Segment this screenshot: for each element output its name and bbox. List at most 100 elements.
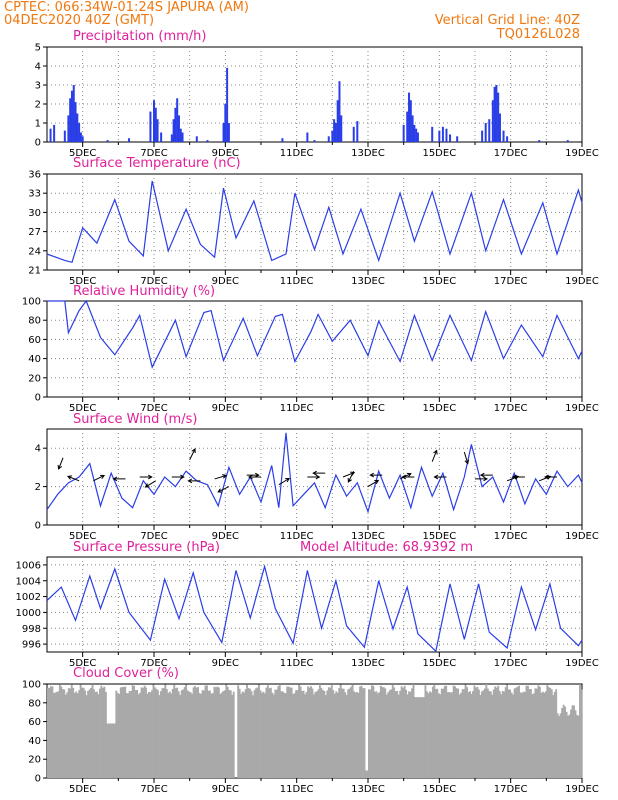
cloud-bar [313,694,315,778]
cloud-bar [571,705,574,778]
cloud-bar [290,687,293,778]
y-tick-label: 0 [35,393,41,404]
cloud-bar [338,687,341,778]
x-tick-label: 15DEC [422,658,456,669]
cloud-bar [289,687,292,778]
wind-arrow-icon [312,470,326,476]
precip-bar [226,67,229,142]
cloud-bar [182,689,185,778]
cloud-bar [127,693,130,778]
wind-arrow-icon [247,474,261,480]
cloud-bar [405,689,408,778]
cloud-bar [318,684,321,778]
cloud-bar [324,695,327,778]
cloud-bar [137,694,140,778]
precip-bar [79,132,82,142]
cloud-bar [119,687,122,778]
wind-arrow-icon [367,479,380,488]
cloud-bar [81,687,84,778]
cloud-bar [159,691,162,778]
cloud-bar [302,690,305,778]
precip-bar [566,140,569,142]
cloud-bar [466,687,468,778]
cloud-bar [200,693,202,778]
precip-bar [153,100,155,142]
cloud-bar [422,697,425,778]
x-tick-label: 9DEC [212,531,239,542]
cloud-bar [449,692,452,778]
cloud-bar [154,687,156,778]
cloud-bar [151,690,153,778]
cloud-bar [278,685,281,778]
cloud-bar [63,689,66,778]
cloud-bar [97,694,100,778]
cloud-bar [192,687,195,778]
precip-bar [331,130,334,142]
cloud-bar [52,693,55,778]
cloud-bar [421,697,424,778]
x-tick-label: 9DEC [212,784,239,795]
cloud-bar [472,691,474,778]
cloud-bar [480,691,483,778]
y-tick-label: 0 [35,521,41,532]
cloud-bar [379,685,382,778]
cloud-bar [524,691,526,778]
cloud-bar [262,691,265,778]
cloud-bar [479,694,482,778]
cloud-bar [535,688,538,778]
cloud-bar [155,688,158,778]
cloud-bar [183,687,186,778]
y-tick-label: 4 [35,62,41,73]
cloud-bar [492,689,495,778]
y-tick-label: 33 [28,189,41,200]
cloud-bar [528,689,531,778]
cloud-bar [515,687,518,778]
x-tick-label: 15DEC [422,531,456,542]
cloud-bar [391,684,394,778]
cloud-bar [497,685,500,778]
precip-bar [69,98,72,142]
precip-bar [179,128,182,142]
precip-bar [53,124,56,142]
precip-bar [413,124,416,142]
y-tick-label: 27 [28,227,41,238]
cloud-bar [454,686,457,778]
cloud-bar [345,694,348,778]
y-tick-label: 60 [28,717,41,728]
cloud-bar [439,694,442,778]
x-tick-label: 13DEC [351,784,385,795]
cloud-bar [461,689,464,778]
cloud-bar [329,687,332,778]
cloud-bar [368,689,370,778]
cloud-bar [513,688,516,778]
cloud-bar [400,686,403,778]
cloud-bar [259,690,262,778]
wind-arrow-icon [144,480,157,488]
wind-arrow-icon [399,472,412,480]
x-tick-label: 19DEC [565,148,599,159]
cloud-bar [94,691,97,778]
cloud-bar [104,691,107,778]
cloud-bar [113,723,116,778]
x-tick-label: 19DEC [565,658,599,669]
cloud-panel: 0 20 40 60 80 100 5DEC 7DEC 9DEC 11DEC 13DEC 15DEC 1… [22,680,599,796]
cloud-bar [311,688,314,778]
wind-arrow-icon [479,472,493,478]
precip-bar [206,140,209,142]
precip-bar [181,132,184,142]
cloud-bar [164,684,167,778]
cloud-bar [173,684,176,778]
cloud-bar [360,685,363,778]
cloud-bar [482,690,485,778]
cloud-bar [442,688,445,778]
cloud-bar [265,687,268,778]
cloud-bar [158,695,161,778]
cloud-bar [253,690,256,778]
cloud-bar [577,715,580,778]
cloud-bar [568,714,571,778]
cloud-bar [436,688,439,778]
cloud-bar [476,686,479,778]
cloud-bar [467,692,470,778]
cloud-bar [90,687,92,778]
cloud-bar [420,697,422,778]
